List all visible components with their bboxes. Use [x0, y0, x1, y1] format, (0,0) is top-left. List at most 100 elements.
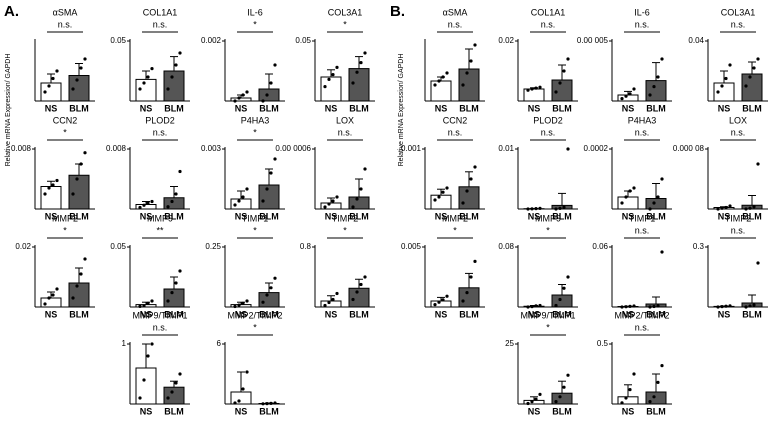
data-point [178, 269, 182, 273]
chart-title: PLOD2 [145, 115, 175, 125]
data-point [261, 99, 265, 103]
data-point [47, 296, 51, 300]
data-point [562, 69, 566, 73]
significance: n.s. [541, 19, 556, 29]
x-tick-label: BLM [552, 309, 572, 319]
data-point [624, 195, 628, 199]
chart-title: IL-6 [634, 7, 650, 17]
data-point [335, 291, 339, 296]
data-point [526, 305, 530, 309]
data-point [265, 402, 269, 406]
bar [258, 88, 280, 102]
significance: n.s. [635, 127, 650, 137]
bar [551, 79, 573, 102]
data-point [178, 169, 182, 174]
bar [430, 194, 452, 210]
data-point [355, 197, 359, 201]
x-tick-label: NS [435, 211, 448, 221]
data-point [538, 85, 542, 89]
significance: * [63, 225, 67, 235]
x-tick-label: BLM [646, 211, 666, 221]
data-point [146, 201, 150, 205]
significance: n.s. [635, 322, 650, 332]
data-point [752, 303, 756, 307]
data-point [473, 259, 477, 263]
data-point [323, 85, 327, 89]
data-point [441, 75, 445, 79]
chart-title: MMP9 [147, 213, 173, 223]
significance: * [253, 225, 257, 235]
significance: n.s. [448, 127, 463, 137]
data-point [558, 297, 562, 302]
chart-title: αSMA [443, 7, 468, 17]
significance: * [546, 225, 550, 235]
data-point [461, 201, 465, 205]
data-point [233, 99, 237, 103]
data-point [756, 162, 760, 166]
x-tick-label: NS [622, 309, 635, 319]
data-point [562, 286, 566, 290]
data-point [47, 186, 51, 190]
x-tick-label: BLM [164, 211, 184, 221]
data-point [138, 396, 142, 400]
data-point [526, 88, 530, 92]
bar [163, 386, 185, 405]
x-tick-label: NS [325, 211, 338, 221]
bar [645, 198, 667, 210]
x-tick-label: NS [528, 103, 541, 113]
x-tick-label: BLM [646, 406, 666, 416]
data-point [79, 162, 83, 166]
panel-label: A. [4, 3, 19, 20]
significance: n.s. [58, 19, 73, 29]
y-tick-label: 0.00 0006 [275, 144, 311, 153]
data-point [355, 290, 359, 294]
y-tick-label: 0.02 [15, 242, 31, 251]
data-point [748, 206, 752, 210]
x-tick-label: BLM [646, 309, 666, 319]
data-point [538, 206, 542, 210]
x-tick-label: NS [622, 211, 635, 221]
data-point [55, 178, 59, 183]
data-point [656, 75, 660, 79]
y-tick-label: 0.0002 [584, 144, 609, 153]
significance: * [453, 225, 457, 235]
x-tick-label: NS [140, 406, 153, 416]
data-point [660, 364, 664, 368]
data-point [445, 186, 449, 190]
data-point [166, 205, 170, 209]
bar [741, 73, 763, 102]
y-axis-label: Relative mRNA Expression/ GAPDH [5, 54, 12, 167]
x-tick-label: BLM [552, 211, 572, 221]
data-point [146, 75, 150, 79]
x-tick-label: NS [528, 211, 541, 221]
significance: * [253, 127, 257, 137]
x-tick-label: BLM [742, 309, 762, 319]
data-point [716, 90, 720, 94]
data-point [632, 304, 636, 308]
x-tick-label: BLM [552, 406, 572, 416]
data-point [351, 205, 355, 209]
x-tick-label: BLM [259, 103, 279, 113]
data-point [624, 396, 628, 400]
data-point [728, 204, 732, 208]
y-tick-label: 0.05 [295, 36, 311, 45]
data-point [241, 195, 245, 199]
data-point [566, 57, 570, 61]
x-tick-label: BLM [259, 309, 279, 319]
chart-title: PLOD2 [533, 115, 563, 125]
data-point [363, 51, 367, 55]
data-point [534, 304, 538, 308]
significance: n.s. [635, 19, 650, 29]
x-tick-label: NS [435, 103, 448, 113]
y-tick-label: 0.00 005 [577, 36, 609, 45]
data-point [265, 93, 269, 97]
x-tick-label: NS [718, 309, 731, 319]
chart-title: MMP9/TIMP1 [132, 310, 187, 320]
data-point [166, 396, 170, 400]
data-point [756, 57, 760, 61]
data-point [554, 90, 558, 94]
x-tick-label: NS [435, 309, 448, 319]
data-point [241, 93, 245, 97]
data-point [752, 205, 756, 209]
data-point [75, 284, 79, 288]
